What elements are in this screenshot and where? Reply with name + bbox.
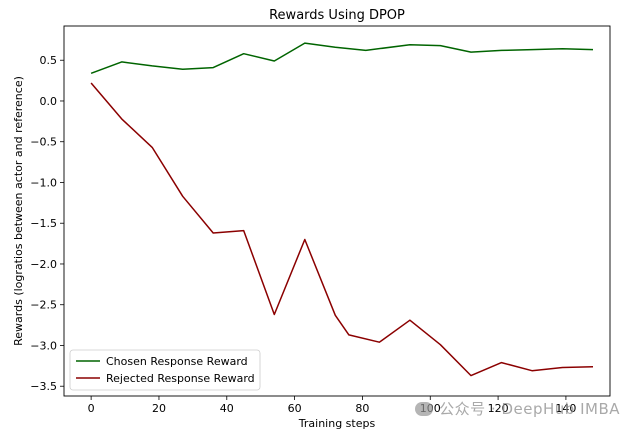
y-axis-ticks: 0.5 0.0 −0.5 −1.0 −1.5 −2.0 −2.5 −3.0 −3.5: [30, 54, 64, 393]
wechat-icon: [415, 402, 434, 416]
watermark: 公众号 · DeepHub IMBA: [415, 398, 620, 419]
legend-label-rejected: Rejected Response Reward: [106, 372, 255, 385]
y-tick-label: −1.0: [30, 176, 57, 189]
chart-title: Rewards Using DPOP: [269, 8, 405, 23]
y-tick-label: −1.5: [30, 217, 57, 230]
y-tick-label: −0.5: [30, 136, 57, 149]
legend-box: [69, 349, 261, 391]
series-line-chosen: [90, 42, 594, 75]
watermark-text: 公众号 · DeepHub IMBA: [439, 400, 620, 418]
y-tick-label: −2.5: [30, 299, 57, 312]
plot-frame: [63, 25, 611, 397]
x-tick-label: 60: [288, 402, 302, 415]
x-tick-label: 140: [555, 402, 576, 415]
y-axis-label: Rewards (logratios between actor and ref…: [12, 76, 25, 346]
x-tick-label: 80: [355, 402, 369, 415]
series-layer: [90, 42, 594, 377]
x-tick-label: 0: [88, 402, 95, 415]
x-tick-label: 40: [220, 402, 234, 415]
y-tick-label: −3.5: [30, 380, 57, 393]
x-axis-label: Training steps: [298, 417, 376, 430]
y-tick-label: 0.5: [40, 54, 58, 67]
x-tick-label: 120: [488, 402, 509, 415]
series-line-rejected: [90, 82, 594, 377]
y-tick-label: −2.0: [30, 258, 57, 271]
y-tick-label: −3.0: [30, 339, 57, 352]
legend: Chosen Response Reward Rejected Response…: [69, 349, 261, 391]
y-tick-label: 0.0: [40, 95, 58, 108]
x-tick-label: 20: [152, 402, 166, 415]
legend-label-chosen: Chosen Response Reward: [106, 355, 248, 368]
